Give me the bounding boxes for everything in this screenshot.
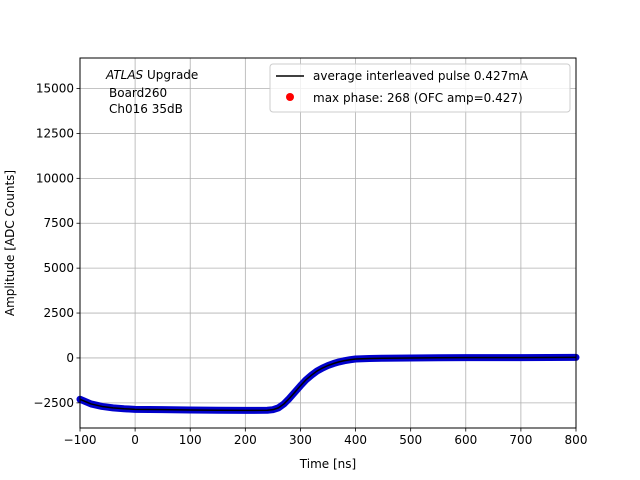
y-tick-label: 7500 — [43, 216, 74, 230]
x-axis-ticks: −100 0 100 200 300 400 500 600 700 800 — [64, 428, 588, 447]
average-pulse-line — [79, 356, 577, 412]
y-tick-label: 12500 — [36, 126, 74, 140]
y-tick-label: −2500 — [33, 396, 74, 410]
annotation-line-2: Board260 — [109, 86, 167, 100]
y-tick-label: 5000 — [43, 261, 74, 275]
y-tick-label: 15000 — [36, 82, 74, 96]
average-pulse-layer — [79, 356, 577, 412]
x-tick-label: 300 — [289, 433, 312, 447]
plot-frame — [79, 57, 577, 429]
legend-label-max-phase: max phase: 268 (OFC amp=0.427) — [313, 91, 523, 105]
y-tick-label: 10000 — [36, 171, 74, 185]
x-tick-label: 100 — [179, 433, 202, 447]
y-tick-label: 2500 — [43, 306, 74, 320]
x-tick-label: −100 — [64, 433, 97, 447]
x-tick-label: 800 — [565, 433, 588, 447]
legend-label-average-pulse: average interleaved pulse 0.427mA — [313, 69, 529, 83]
y-tick-label: 0 — [66, 351, 74, 365]
y-axis-title: Amplitude [ADC Counts] — [3, 170, 17, 316]
legend: average interleaved pulse 0.427mA max ph… — [269, 63, 571, 113]
x-tick-label: 0 — [131, 433, 139, 447]
sample-band — [76, 353, 580, 414]
annotation-line-3: Ch016 35dB — [109, 102, 183, 116]
x-axis-title: Time [ns] — [299, 457, 356, 471]
legend-box — [269, 63, 571, 113]
annotation-line-1: ATLAS Upgrade — [105, 68, 198, 82]
x-tick-label: 700 — [509, 433, 532, 447]
legend-marker-swatch — [286, 93, 294, 101]
x-tick-label: 500 — [399, 433, 422, 447]
x-tick-label: 400 — [344, 433, 367, 447]
y-axis-ticks: −2500 0 2500 5000 7500 10000 12500 15000 — [33, 82, 80, 410]
x-tick-label: 600 — [454, 433, 477, 447]
atlas-annotation: ATLAS Upgrade Board260 Ch016 35dB — [105, 68, 198, 116]
annotation-italic: ATLAS — [105, 68, 144, 82]
annotation-upgrade: Upgrade — [143, 68, 198, 82]
x-tick-label: 200 — [234, 433, 257, 447]
